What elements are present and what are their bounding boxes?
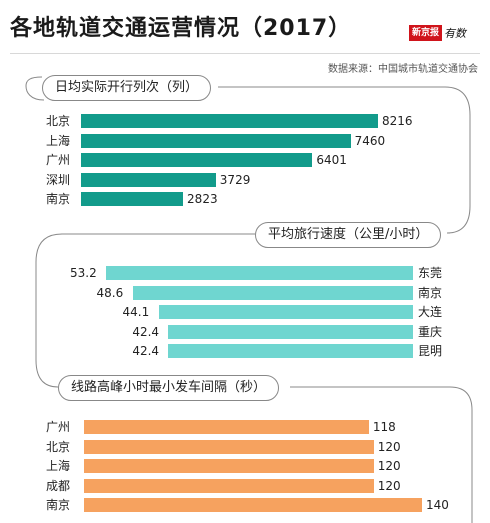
bar-label: 大连	[418, 305, 443, 319]
bar-label: 广州	[46, 153, 71, 167]
bar	[158, 305, 413, 319]
bar	[81, 133, 351, 148]
bar-label: 南京	[46, 192, 71, 206]
data-label: 48.6	[96, 285, 124, 300]
page-title: 各地轨道交通运营情况（2017）	[10, 16, 352, 41]
data-label: 42.4	[132, 324, 160, 339]
title-divider	[10, 53, 480, 54]
brand-tag: 有数	[444, 27, 467, 40]
bar-label: 上海	[46, 133, 71, 148]
bar	[168, 324, 413, 339]
data-label: 6401	[316, 153, 347, 167]
bar-label: 上海	[46, 459, 71, 473]
bar-label: 成都	[46, 478, 71, 493]
chart-2-title: 平均旅行速度（公里/小时）	[255, 222, 442, 248]
data-label: 44.1	[122, 305, 150, 319]
bar-label: 昆明	[418, 344, 443, 358]
bar-label: 重庆	[418, 324, 443, 339]
bar	[84, 439, 374, 454]
chart-1-title: 日均实际开行列次（列）	[42, 75, 212, 101]
bar	[84, 459, 374, 473]
bar	[84, 478, 374, 493]
data-label: 118	[372, 420, 396, 434]
data-label: 140	[426, 498, 449, 512]
bar	[84, 420, 369, 434]
chart-3-title: 线路高峰小时最小发车间隔（秒）	[58, 375, 280, 401]
data-label: 3729	[219, 172, 251, 187]
data-label: 120	[377, 459, 401, 473]
data-source: 数据来源：中国城市轨道交通协会	[328, 64, 478, 75]
bar-label: 北京	[46, 114, 71, 128]
data-label: 2823	[187, 192, 218, 206]
bar-label: 广州	[46, 420, 71, 434]
data-label: 42.4	[132, 344, 160, 358]
bar-label: 北京	[46, 439, 71, 454]
data-label: 120	[377, 439, 401, 454]
bar	[132, 285, 413, 300]
data-label: 7460	[354, 133, 386, 148]
bar-label: 东莞	[418, 266, 443, 280]
bar	[81, 192, 184, 206]
bar-label: 深圳	[46, 172, 71, 187]
data-label: 120	[377, 478, 401, 493]
bar	[84, 498, 422, 512]
bar	[81, 114, 378, 128]
bar-label: 南京	[46, 498, 71, 512]
bar	[81, 153, 313, 167]
bar-label: 南京	[418, 285, 443, 300]
data-label: 8216	[382, 114, 413, 128]
data-label: 53.2	[70, 266, 97, 280]
bar	[168, 344, 413, 358]
brand-name: 新京报	[409, 25, 443, 41]
bar	[81, 172, 216, 187]
bar	[106, 266, 413, 280]
brand-logo: 新京报 有数	[409, 24, 466, 42]
